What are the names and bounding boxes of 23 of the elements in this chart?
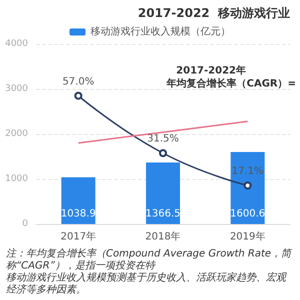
data-label: 1038.9: [60, 208, 96, 220]
annotation: 年均复合增长率（CAGR）=: [166, 78, 296, 90]
annotation: 2017-2022年: [176, 64, 246, 76]
data-label: 1600.6: [230, 208, 266, 220]
text: 移动游戏行业收入规模预测基于历史收入、活跃玩家趋势、宏观经济等多种因素。: [6, 272, 287, 296]
bar: [61, 177, 96, 224]
bar: [146, 162, 180, 224]
x-tick-label: 2017年: [60, 230, 96, 242]
y-tick-label: 4000: [5, 39, 28, 49]
x-tick-label: 2019年: [230, 230, 266, 242]
text: 注：年均复合增长率（Compound Average Growth Rate，简称“CAGR”），是指一项投资在特: [6, 248, 294, 272]
y-tick-label: 0: [22, 219, 28, 229]
legend-label: 移动游戏行业收入规模（亿元）: [90, 26, 230, 38]
y-tick-label: 1000: [5, 174, 28, 184]
bar: [230, 152, 265, 224]
data-label: 31.5%: [147, 134, 179, 145]
data-label: 57.0%: [62, 76, 94, 88]
y-tick-label: 2000: [5, 129, 28, 139]
data-label: 17.1%: [232, 166, 264, 178]
x-tick-label: 2018年: [145, 230, 181, 242]
data-label: 1366.5: [146, 208, 180, 220]
y-tick-label: 3000: [5, 84, 28, 94]
chart-title: 2017-2022 移动游戏行业: [138, 6, 290, 20]
